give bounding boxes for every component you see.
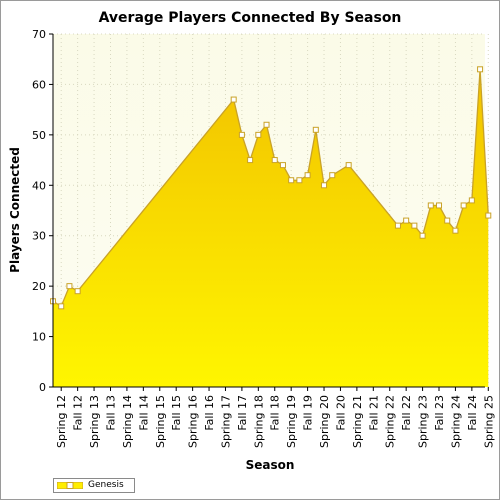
x-tick-label: Fall 22 (400, 395, 413, 431)
x-tick-label: Spring 22 (384, 395, 397, 448)
legend-label: Genesis (88, 480, 124, 490)
x-tick-label: Spring 23 (417, 395, 430, 448)
x-tick-label: Spring 15 (154, 395, 167, 448)
data-point (321, 182, 328, 189)
x-tick-label: Fall 18 (269, 395, 282, 431)
data-point (444, 217, 451, 224)
data-point (468, 197, 475, 204)
data-point (238, 131, 245, 138)
data-point (403, 217, 410, 224)
x-tick-label: Fall 17 (236, 395, 249, 431)
data-point (411, 222, 418, 229)
x-tick-label: Spring 17 (219, 395, 232, 448)
data-point (263, 121, 270, 128)
plot-area: 0 10 20 30 40 50 60 70 Spring 12 Fall 12 Spring 13… (32, 28, 495, 448)
data-point (452, 227, 459, 234)
y-tick-label: 0 (39, 381, 46, 394)
x-tick-label: Spring 20 (318, 395, 331, 448)
data-point (58, 303, 65, 310)
x-tick-label: Fall 23 (433, 395, 446, 431)
series-area (53, 69, 489, 388)
x-tick-label: Spring 21 (351, 395, 364, 448)
x-tick-label: Spring 14 (121, 395, 134, 448)
data-point (296, 177, 303, 184)
x-tick-label: Fall 16 (203, 395, 216, 431)
x-tick-label: Fall 15 (170, 395, 183, 431)
data-point (255, 131, 262, 138)
data-point (427, 202, 434, 209)
x-tick-label: Fall 21 (367, 395, 380, 431)
data-point (485, 212, 492, 219)
y-tick-label: 70 (32, 28, 46, 41)
x-tick-label: Spring 18 (252, 395, 265, 448)
legend: Genesis (53, 478, 135, 493)
x-tick-label: Fall 14 (137, 395, 150, 431)
data-point (477, 66, 484, 73)
data-point (419, 232, 426, 239)
y-axis-label: Players Connected (8, 147, 22, 273)
x-tick-label: Spring 16 (187, 395, 200, 448)
y-tick-label: 30 (32, 230, 46, 243)
data-point (271, 157, 278, 164)
y-tick-label: 50 (32, 129, 46, 142)
data-point (329, 172, 336, 179)
data-point (74, 288, 81, 295)
legend-swatch (57, 482, 83, 489)
x-tick-label: Spring 13 (88, 395, 101, 448)
data-point (345, 162, 352, 169)
x-tick-label: Spring 25 (482, 395, 495, 448)
chart-title: Average Players Connected By Season (99, 10, 402, 26)
data-point (279, 162, 286, 169)
y-tick-label: 60 (32, 78, 46, 91)
x-axis-label: Season (246, 458, 295, 472)
data-point (312, 126, 319, 133)
data-point (288, 177, 295, 184)
x-tick-label: Fall 24 (466, 395, 479, 431)
data-point (304, 172, 311, 179)
data-point (394, 222, 401, 229)
x-tick-label: Spring 24 (449, 395, 462, 448)
data-point (436, 202, 443, 209)
x-tick-label: Spring 12 (55, 395, 68, 448)
x-tick-label: Fall 12 (72, 395, 85, 431)
data-point (460, 202, 467, 209)
x-tick-label: Fall 20 (334, 395, 347, 431)
data-point (230, 96, 237, 103)
data-point (247, 157, 254, 164)
x-tick-label: Fall 19 (302, 395, 315, 431)
y-tick-label: 10 (32, 331, 46, 344)
y-tick-label: 20 (32, 280, 46, 293)
data-point (66, 283, 73, 290)
y-tick-label: 40 (32, 179, 46, 192)
x-tick-label: Fall 13 (104, 395, 117, 431)
x-tick-label: Spring 19 (285, 395, 298, 448)
